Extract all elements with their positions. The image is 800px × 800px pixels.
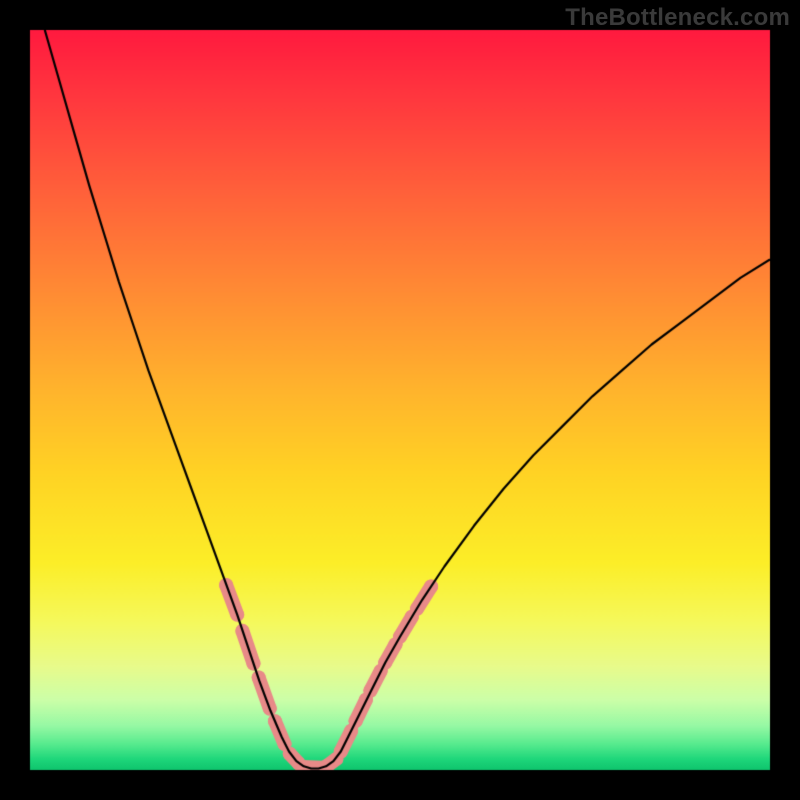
chart-stage: TheBottleneck.com [0, 0, 800, 800]
chart-canvas [0, 0, 800, 800]
